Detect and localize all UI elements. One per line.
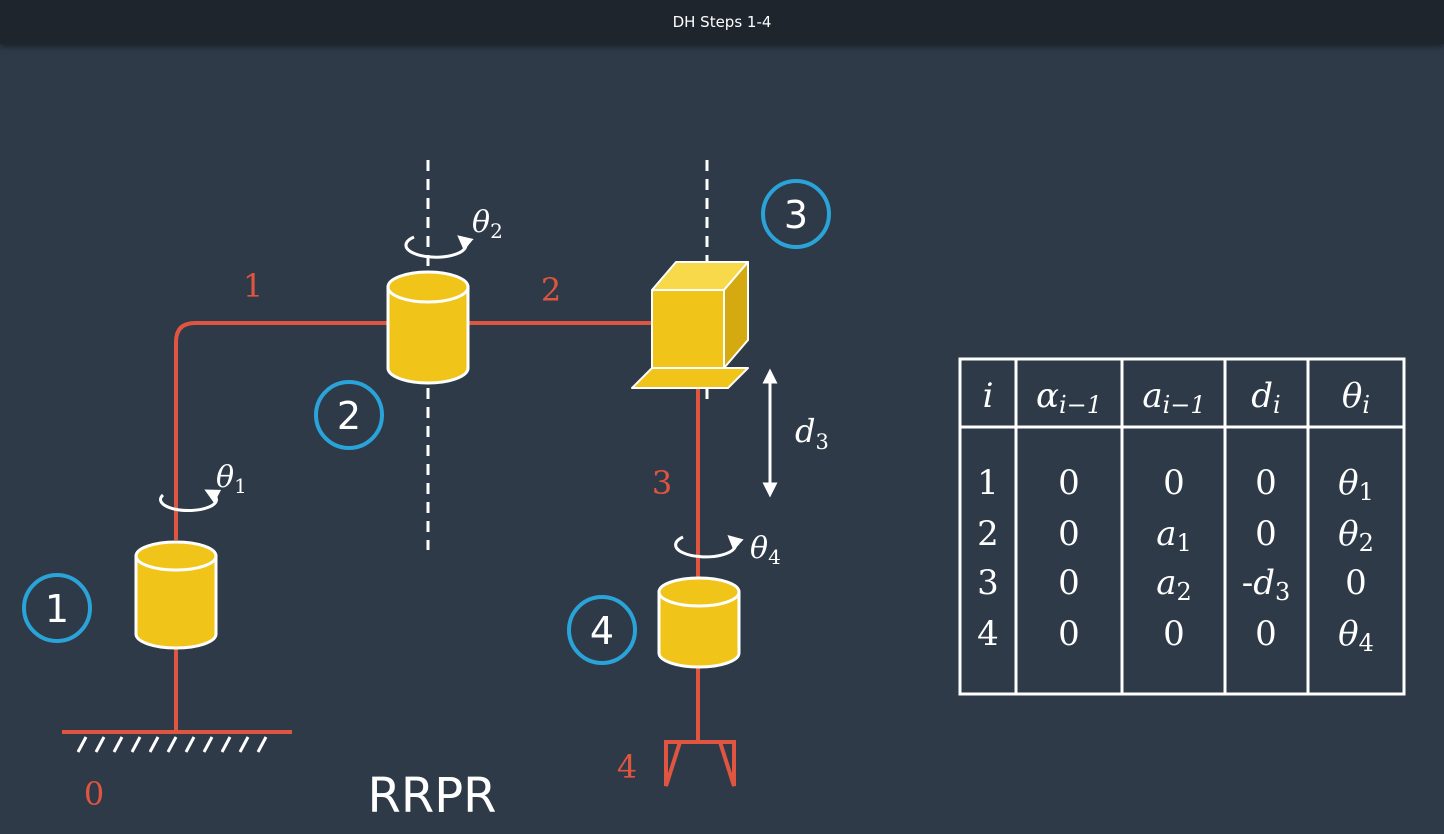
dh-header-theta: θi [1342,376,1370,419]
dh-table-border [958,357,1406,696]
joint4-cylinder [657,576,741,669]
link-1 [174,321,390,540]
robot-name: RRPR [368,768,497,824]
theta4-label: θ4 [750,531,781,569]
dh-cell: 0 [1058,514,1080,554]
dh-cell: 0 [1163,614,1185,654]
link-label-0: 0 [84,775,104,813]
dh-header-a: ai−1 [1142,376,1205,419]
joint-badges [22,179,831,665]
title-bar: DH Steps 1-4 [0,0,1444,44]
dh-header-alpha: αi−1 [1036,376,1102,419]
dh-header-d: di [1251,376,1280,419]
dh-cell: θ1 [1338,463,1374,506]
dh-header-i: i [983,376,994,416]
dh-cell: 0 [1058,614,1080,654]
dh-cell: a2 [1156,563,1192,606]
link-label-2: 2 [541,271,561,309]
dh-cell: θ4 [1338,614,1374,657]
rotation-arrow-icon [159,235,744,559]
dh-cell: 0 [1163,463,1185,503]
dh-cell: a1 [1156,514,1192,557]
dh-cell: 1 [977,463,999,503]
link-label-4: 4 [617,748,637,786]
joint-badge-2 [314,380,384,450]
dh-cell: 0 [1255,614,1277,654]
ground-hatch-icon [62,730,292,753]
link-labels: 0 1 2 3 4 [84,267,672,813]
link-label-3: 3 [652,464,672,502]
gripper-icon [664,740,736,787]
joint1-cylinder [134,540,218,650]
dh-cell: 0 [1058,563,1080,603]
dh-table [958,357,1406,696]
theta2-label: θ2 [472,205,503,243]
dh-cell: 0 [1058,463,1080,503]
dh-cell: 0 [1255,463,1277,503]
joint-badge-1-label: 1 [45,587,69,631]
joint-badge-3-label: 3 [784,193,808,237]
theta1-label: θ1 [216,460,247,498]
window-title: DH Steps 1-4 [672,13,772,31]
joint-badge-2-label: 2 [337,394,361,438]
link-label-1: 1 [243,267,263,305]
d3-label: d3 [795,412,829,454]
dh-cell: 2 [977,514,999,554]
joint-badge-4-label: 4 [590,609,614,653]
joint2-cylinder [386,270,470,385]
dh-cell: 0 [1345,563,1367,603]
dh-cell: 3 [977,563,999,603]
dh-cell: 4 [977,614,999,654]
joint-badge-1 [22,573,92,643]
dh-cell: θ2 [1338,514,1374,557]
joint3-prismatic-box [631,261,749,389]
joint-badge-3 [761,179,831,249]
dh-cell: -d3 [1242,563,1291,606]
dh-cell: 0 [1255,514,1277,554]
links [174,321,700,740]
joint-badge-4 [567,595,637,665]
